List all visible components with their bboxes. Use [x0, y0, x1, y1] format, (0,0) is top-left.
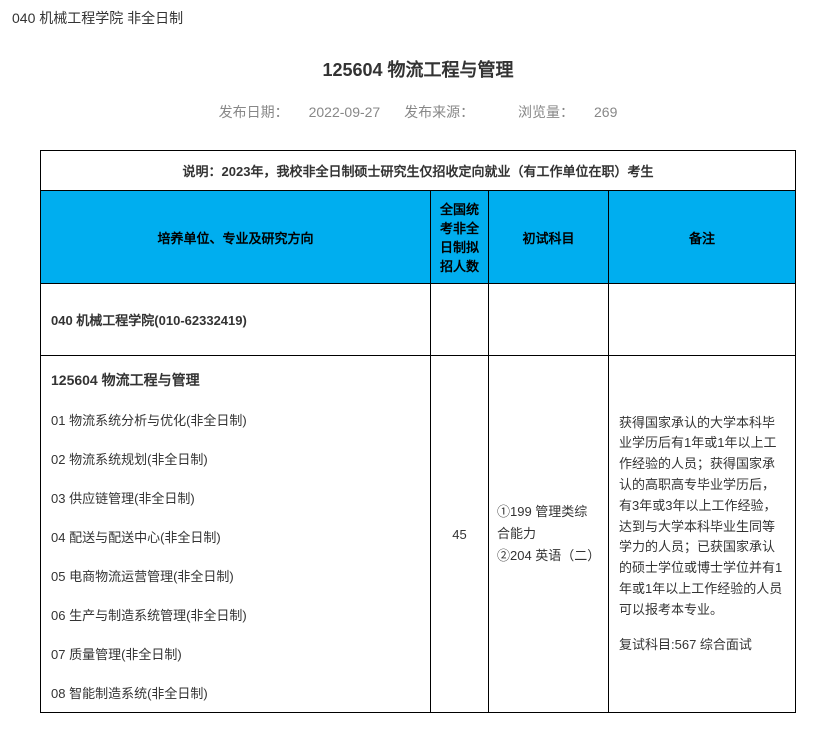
direction-item: 02 物流系统规划(非全日制) [41, 439, 430, 478]
blank-cell [489, 284, 609, 356]
direction-item: 06 生产与制造系统管理(非全日制) [41, 595, 430, 634]
direction-item: 01 物流系统分析与优化(非全日制) [41, 400, 430, 439]
views-value: 269 [594, 104, 617, 120]
note-paragraph: 获得国家承认的大学本科毕业学历后有1年或1年以上工作经验的人员；获得国家承认的高… [619, 413, 785, 621]
major-title: 125604 物流工程与管理 [41, 356, 430, 400]
direction-item: 08 智能制造系统(非全日制) [41, 673, 430, 712]
description-cell: 说明：2023年，我校非全日制硕士研究生仅招收定向就业（有工作单位在职）考生 [41, 151, 796, 191]
header-enroll-num: 全国统考非全日制拟招人数 [431, 191, 489, 284]
unit-name-cell: 040 机械工程学院(010-62332419) [41, 284, 431, 356]
description-row: 说明：2023年，我校非全日制硕士研究生仅招收定向就业（有工作单位在职）考生 [41, 151, 796, 191]
major-directions-cell: 125604 物流工程与管理 01 物流系统分析与优化(非全日制) 02 物流系… [41, 356, 431, 713]
content-wrap: 说明：2023年，我校非全日制硕士研究生仅招收定向就业（有工作单位在职）考生 培… [0, 150, 836, 733]
direction-item: 04 配送与配送中心(非全日制) [41, 517, 430, 556]
unit-row: 040 机械工程学院(010-62332419) [41, 284, 796, 356]
meta-row: 发布日期： 2022-09-27 发布来源： 浏览量： 269 [0, 102, 836, 150]
note-cell: 获得国家承认的大学本科毕业学历后有1年或1年以上工作经验的人员；获得国家承认的高… [609, 356, 796, 713]
blank-cell [431, 284, 489, 356]
breadcrumb: 040 机械工程学院 非全日制 [0, 0, 836, 36]
views-label: 浏览量： [518, 104, 574, 120]
publish-date-value: 2022-09-27 [309, 104, 381, 120]
table-header-row: 培养单位、专业及研究方向 全国统考非全日制拟招人数 初试科目 备注 [41, 191, 796, 284]
subject-line: ②204 英语（二） [497, 545, 600, 567]
publish-source-label: 发布来源： [404, 104, 474, 120]
header-subject: 初试科目 [489, 191, 609, 284]
publish-date-label: 发布日期： [219, 104, 289, 120]
direction-item: 07 质量管理(非全日制) [41, 634, 430, 673]
direction-item: 05 电商物流运营管理(非全日制) [41, 556, 430, 595]
direction-item: 03 供应链管理(非全日制) [41, 478, 430, 517]
header-unit: 培养单位、专业及研究方向 [41, 191, 431, 284]
admission-table: 说明：2023年，我校非全日制硕士研究生仅招收定向就业（有工作单位在职）考生 培… [40, 150, 796, 713]
subject-line: ①199 管理类综合能力 [497, 501, 600, 545]
header-note: 备注 [609, 191, 796, 284]
page-title: 125604 物流工程与管理 [0, 36, 836, 102]
blank-cell [609, 284, 796, 356]
enroll-number-cell: 45 [431, 356, 489, 713]
note-retest-subject: 复试科目:567 综合面试 [619, 635, 785, 656]
major-row: 125604 物流工程与管理 01 物流系统分析与优化(非全日制) 02 物流系… [41, 356, 796, 713]
subjects-cell: ①199 管理类综合能力 ②204 英语（二） [489, 356, 609, 713]
